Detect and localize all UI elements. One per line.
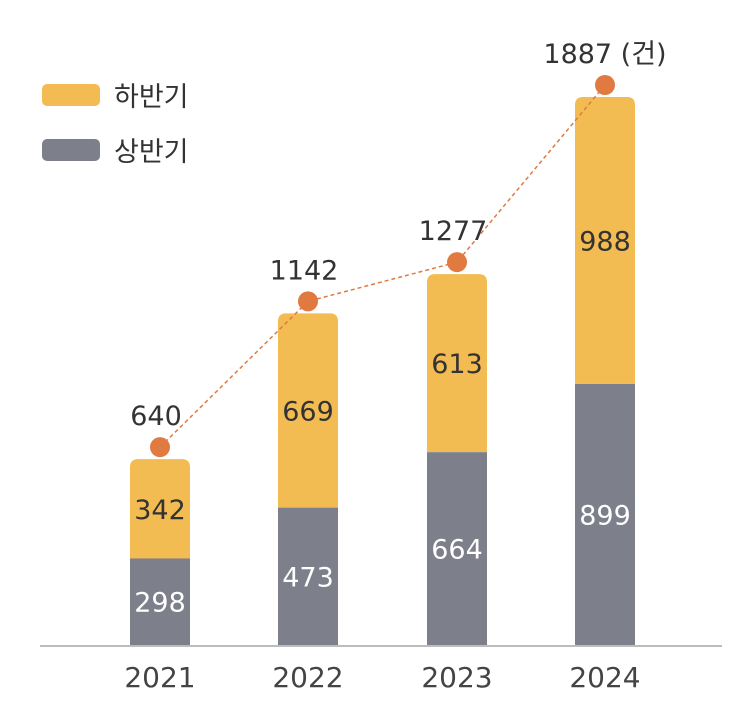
total-dot-2022 — [298, 291, 318, 312]
x-tick-2022: 2022 — [272, 661, 343, 694]
legend-label-first-half: 상반기 — [114, 137, 189, 168]
legend-item-second-half: 하반기 — [42, 75, 189, 114]
label-first-half-2023: 664 — [431, 535, 483, 566]
bar-first-half-2022 — [278, 507, 338, 645]
legend-swatch-first-half — [42, 138, 100, 161]
total-dot-2021 — [150, 437, 170, 458]
bar-second-half-2024 — [575, 97, 635, 384]
label-second-half-2021: 342 — [134, 495, 186, 526]
total-label-2023: 1277 — [419, 216, 488, 247]
x-tick-2024: 2024 — [569, 661, 640, 694]
bar-first-half-2021 — [130, 558, 190, 645]
total-label-2021: 640 — [130, 401, 182, 432]
legend-label-second-half: 하반기 — [114, 82, 189, 113]
bar-first-half-2023 — [427, 452, 487, 645]
bar-first-half-2024 — [575, 383, 635, 645]
bar-second-half-2023 — [427, 274, 487, 453]
label-first-half-2022: 473 — [282, 562, 334, 593]
total-trend-line — [159, 84, 606, 448]
x-tick-2023: 2023 — [421, 661, 492, 694]
label-second-half-2022: 669 — [282, 396, 334, 427]
legend-item-first-half: 상반기 — [42, 130, 189, 169]
label-second-half-2023: 613 — [431, 349, 483, 380]
label-first-half-2024: 899 — [579, 500, 631, 531]
label-second-half-2024: 988 — [579, 226, 631, 257]
legend-swatch-second-half — [42, 83, 100, 106]
total-dot-2024 — [595, 75, 615, 95]
label-first-half-2021: 298 — [134, 588, 186, 619]
total-dot-2023 — [447, 252, 467, 273]
bar-second-half-2022 — [278, 313, 338, 508]
total-label-2022: 1142 — [270, 255, 339, 286]
x-tick-2021: 2021 — [124, 661, 195, 694]
total-label-2024: 1887 (건) — [543, 39, 666, 70]
bar-second-half-2021 — [130, 459, 190, 559]
